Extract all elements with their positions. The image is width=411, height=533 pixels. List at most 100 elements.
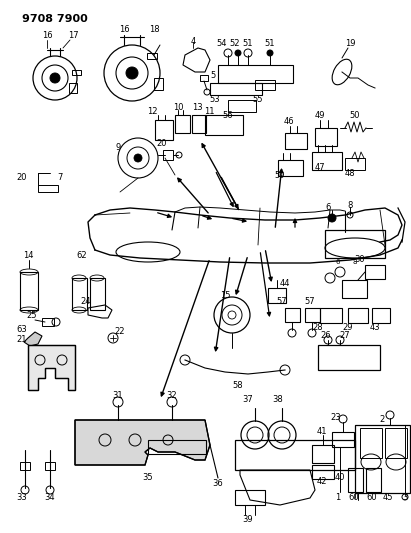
- Bar: [90, 278, 105, 310]
- Text: 38: 38: [272, 395, 283, 405]
- Bar: [255, 80, 275, 90]
- Polygon shape: [24, 332, 42, 346]
- Bar: [278, 160, 303, 176]
- Bar: [218, 65, 293, 83]
- Text: 28: 28: [313, 324, 323, 333]
- Text: 43: 43: [369, 324, 380, 333]
- Text: 24: 24: [81, 297, 91, 306]
- Text: 37: 37: [242, 395, 253, 405]
- Text: 21: 21: [17, 335, 27, 344]
- Circle shape: [134, 154, 142, 162]
- Bar: [332, 432, 354, 447]
- Bar: [285, 308, 300, 322]
- Text: 8: 8: [347, 200, 353, 209]
- Text: 62: 62: [77, 251, 87, 260]
- Text: 34: 34: [45, 494, 55, 503]
- Bar: [200, 75, 208, 81]
- Text: 1: 1: [335, 494, 341, 503]
- Text: 57: 57: [305, 297, 315, 306]
- Bar: [360, 428, 382, 458]
- Bar: [268, 288, 286, 303]
- Text: 4: 4: [190, 37, 196, 46]
- Text: 63: 63: [16, 326, 28, 335]
- Text: 18: 18: [149, 26, 159, 35]
- Bar: [210, 83, 262, 95]
- Bar: [192, 115, 206, 133]
- Text: 47: 47: [315, 164, 326, 173]
- Bar: [318, 345, 380, 370]
- Text: 60: 60: [349, 494, 359, 503]
- Bar: [72, 70, 81, 75]
- Text: 20: 20: [17, 174, 27, 182]
- Bar: [235, 490, 265, 505]
- Bar: [205, 115, 243, 135]
- Bar: [372, 308, 390, 323]
- Text: 6: 6: [336, 259, 340, 265]
- Bar: [45, 462, 55, 470]
- Text: 3: 3: [402, 494, 408, 503]
- Circle shape: [267, 50, 273, 56]
- Text: 56: 56: [223, 111, 233, 120]
- Text: 33: 33: [16, 494, 28, 503]
- Bar: [320, 308, 342, 323]
- Bar: [20, 272, 38, 310]
- Text: 16: 16: [119, 26, 129, 35]
- Text: 5: 5: [210, 71, 216, 80]
- Text: 26: 26: [321, 330, 331, 340]
- Text: 9: 9: [115, 143, 120, 152]
- Bar: [348, 468, 363, 492]
- Text: 51: 51: [265, 39, 275, 49]
- Circle shape: [50, 73, 60, 83]
- Text: 19: 19: [345, 38, 355, 47]
- Text: 29: 29: [343, 324, 353, 333]
- Text: 10: 10: [173, 102, 183, 111]
- Text: 36: 36: [212, 479, 223, 488]
- Text: 42: 42: [317, 478, 327, 487]
- Text: 15: 15: [220, 290, 230, 300]
- Text: 59: 59: [275, 171, 285, 180]
- Bar: [147, 53, 157, 59]
- Text: 7: 7: [57, 174, 63, 182]
- Bar: [312, 445, 334, 463]
- Bar: [325, 230, 385, 258]
- Bar: [235, 440, 355, 470]
- Text: 44: 44: [280, 279, 290, 287]
- Bar: [312, 152, 342, 170]
- Bar: [148, 440, 206, 454]
- Circle shape: [126, 67, 138, 79]
- Bar: [42, 318, 54, 326]
- Bar: [154, 78, 163, 90]
- Bar: [20, 462, 30, 470]
- Bar: [348, 308, 368, 323]
- Text: 14: 14: [23, 251, 33, 260]
- Circle shape: [328, 214, 336, 222]
- Text: 46: 46: [284, 117, 294, 125]
- Text: 9708 7900: 9708 7900: [22, 14, 88, 24]
- Text: 31: 31: [113, 391, 123, 400]
- Bar: [163, 150, 173, 160]
- Bar: [155, 120, 173, 140]
- Text: 23: 23: [331, 414, 341, 423]
- Text: 12: 12: [147, 108, 157, 117]
- Text: 17: 17: [68, 30, 79, 39]
- Text: 35: 35: [143, 473, 153, 482]
- Text: 41: 41: [317, 427, 327, 437]
- Text: 54: 54: [217, 39, 227, 49]
- Bar: [69, 83, 77, 93]
- Circle shape: [235, 50, 241, 56]
- Bar: [366, 468, 381, 492]
- Text: 22: 22: [115, 327, 125, 336]
- Text: 25: 25: [27, 311, 37, 320]
- Text: 2: 2: [379, 416, 385, 424]
- Text: 13: 13: [192, 102, 202, 111]
- Text: 20: 20: [157, 139, 167, 148]
- Text: 58: 58: [233, 381, 243, 390]
- Bar: [285, 133, 307, 149]
- Text: 16: 16: [42, 30, 52, 39]
- Text: 53: 53: [210, 94, 220, 103]
- Text: 52: 52: [230, 39, 240, 49]
- Text: 32: 32: [167, 391, 177, 400]
- Text: 30: 30: [355, 255, 365, 264]
- Bar: [175, 115, 190, 133]
- Text: 55: 55: [253, 94, 263, 103]
